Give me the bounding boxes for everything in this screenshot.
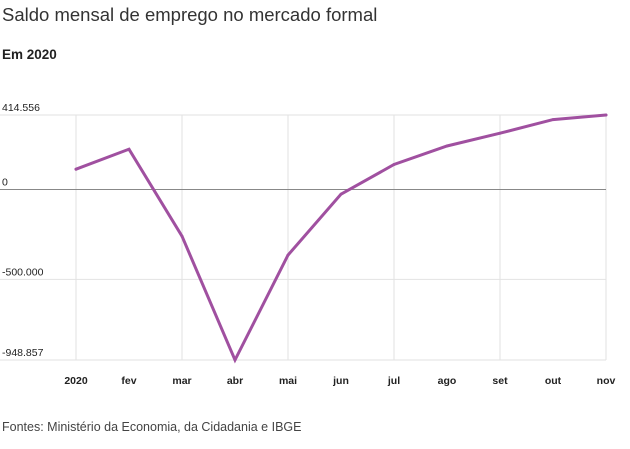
data-point[interactable] bbox=[392, 163, 396, 166]
chart-subtitle: Em 2020 bbox=[2, 47, 57, 62]
chart-title: Saldo mensal de emprego no mercado forma… bbox=[2, 4, 378, 25]
x-tick-label: nov bbox=[597, 375, 616, 387]
data-point[interactable] bbox=[180, 234, 184, 238]
x-tick-label: jun bbox=[332, 375, 349, 387]
y-tick-label: -500.000 bbox=[2, 266, 44, 278]
y-tick-label: 0 bbox=[2, 176, 8, 188]
x-axis-tick-labels: 2020 fev mar abr mai jun jul ago set out nov bbox=[64, 375, 615, 387]
y-tick-label: -948.857 bbox=[2, 347, 44, 359]
data-point[interactable] bbox=[233, 358, 237, 362]
data-point[interactable] bbox=[604, 113, 608, 117]
y-tick-label: 414.556 bbox=[2, 102, 40, 114]
data-point[interactable] bbox=[498, 131, 502, 135]
x-tick-label: 2020 bbox=[64, 375, 88, 387]
x-tick-label: out bbox=[545, 375, 562, 387]
series-line bbox=[74, 113, 608, 364]
y-axis-tick-labels: 414.556 0 -500.000 -948.857 bbox=[2, 102, 44, 359]
x-tick-label: abr bbox=[227, 375, 243, 387]
x-tick-label: mar bbox=[172, 375, 191, 387]
data-point[interactable] bbox=[339, 192, 343, 196]
data-point[interactable] bbox=[74, 167, 78, 171]
series-lines bbox=[74, 113, 608, 364]
x-tick-label: mai bbox=[279, 375, 297, 387]
data-point[interactable] bbox=[127, 147, 131, 151]
source-note: Fontes: Ministério da Economia, da Cidad… bbox=[2, 420, 302, 434]
data-point[interactable] bbox=[551, 118, 555, 121]
data-point[interactable] bbox=[286, 253, 290, 257]
line-chart: 414.556 0 -500.000 -948.857 2020 fev mar abr ma… bbox=[0, 102, 615, 387]
x-tick-label: fev bbox=[121, 375, 136, 387]
x-tick-label: jul bbox=[387, 375, 400, 387]
x-tick-label: set bbox=[492, 375, 508, 387]
horizontal-gridlines bbox=[0, 114, 606, 361]
data-point[interactable] bbox=[445, 144, 449, 148]
vertical-gridlines bbox=[75, 115, 607, 360]
x-tick-label: ago bbox=[438, 375, 457, 387]
